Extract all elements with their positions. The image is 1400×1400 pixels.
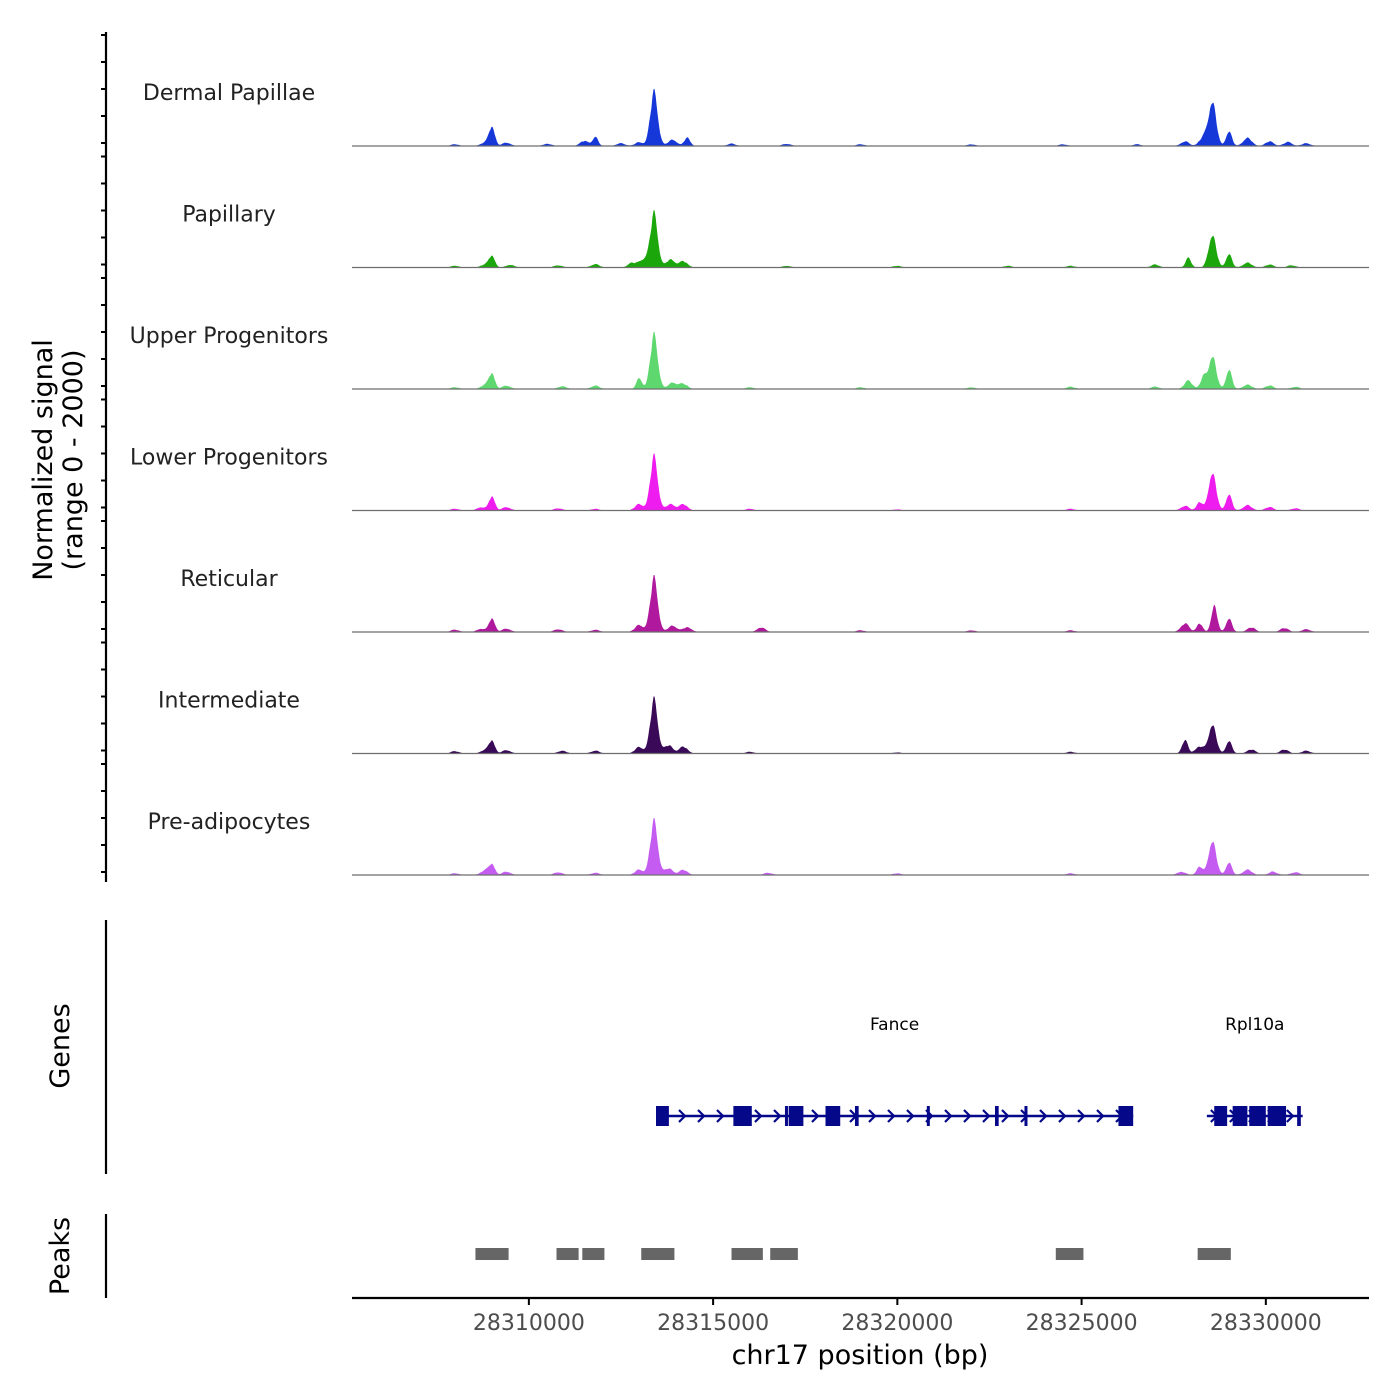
gene-exon xyxy=(1232,1106,1248,1126)
strand-arrow xyxy=(697,1109,706,1123)
signal-area xyxy=(352,575,1325,632)
peak-region xyxy=(641,1248,675,1260)
strand-arrow xyxy=(678,1109,687,1123)
signal-area xyxy=(352,89,1325,146)
gene-exon xyxy=(1118,1106,1134,1126)
strand-arrow xyxy=(1001,1109,1010,1123)
peak-region xyxy=(556,1248,579,1260)
gene-label: Fance xyxy=(870,1015,919,1035)
x-axis-ticks: 28310000 28315000 28320000 28325000 28330000 xyxy=(473,1298,1322,1336)
signal-area xyxy=(352,696,1325,754)
strand-arrow xyxy=(754,1109,763,1123)
gene-exon xyxy=(784,1106,788,1126)
peak-region xyxy=(1197,1248,1231,1260)
signal-tracks: Dermal Papillae Papillary Upper Progenitor… xyxy=(130,81,1369,876)
peak-track xyxy=(475,1248,1231,1260)
gene-label: Rpl10a xyxy=(1225,1015,1284,1035)
peak-region xyxy=(731,1248,763,1260)
track-label: Upper Progenitors xyxy=(130,324,329,349)
track-label: Reticular xyxy=(180,567,278,592)
signal-axis-label-line2: (range 0 - 2000) xyxy=(58,350,89,571)
strand-arrow xyxy=(773,1109,782,1123)
gene-exon xyxy=(733,1106,752,1126)
x-tick-label: 28320000 xyxy=(841,1311,953,1336)
strand-arrow xyxy=(1058,1109,1067,1123)
peak-region xyxy=(770,1248,798,1260)
gene-exon xyxy=(926,1106,930,1126)
gene-exon xyxy=(1214,1106,1228,1126)
gene-exon xyxy=(1024,1106,1028,1126)
genes-axis-label: Genes xyxy=(45,1003,76,1088)
peak-region xyxy=(582,1248,605,1260)
track-label: Dermal Papillae xyxy=(143,81,315,106)
gene-exon xyxy=(1297,1106,1301,1126)
strand-arrow xyxy=(982,1109,991,1123)
strand-arrow xyxy=(887,1109,896,1123)
x-tick-label: 28310000 xyxy=(473,1311,585,1336)
strand-arrow xyxy=(963,1109,972,1123)
gene-exon xyxy=(788,1106,804,1126)
signal-axis-label-line1: Normalized signal xyxy=(28,339,59,581)
peak-region xyxy=(475,1248,509,1260)
x-tick-label: 28330000 xyxy=(1210,1311,1322,1336)
strand-arrow xyxy=(906,1109,915,1123)
signal-area xyxy=(352,818,1325,875)
signal-area xyxy=(352,332,1325,389)
gene-track: Fance Rpl10a xyxy=(655,1015,1303,1126)
strand-arrow xyxy=(868,1109,877,1123)
strand-arrow xyxy=(944,1109,953,1123)
strand-arrow xyxy=(716,1109,725,1123)
gene-exon xyxy=(994,1106,999,1126)
signal-axis-ticks xyxy=(101,34,106,873)
track-label: Lower Progenitors xyxy=(130,446,328,471)
strand-arrow xyxy=(811,1109,820,1123)
strand-arrow xyxy=(1096,1109,1105,1123)
gene-exon xyxy=(854,1106,859,1126)
x-axis-label: chr17 position (bp) xyxy=(732,1340,989,1371)
track-label: Papillary xyxy=(182,203,276,228)
gene-exon xyxy=(1249,1106,1266,1126)
x-tick-label: 28325000 xyxy=(1026,1311,1138,1336)
track-label: Pre-adipocytes xyxy=(148,810,311,835)
strand-arrow xyxy=(1039,1109,1048,1123)
peaks-axis-label: Peaks xyxy=(45,1217,76,1295)
gene-exon xyxy=(1267,1106,1287,1126)
signal-area xyxy=(352,210,1325,268)
peak-region xyxy=(1055,1248,1084,1260)
gene-exon xyxy=(825,1106,841,1126)
track-label: Intermediate xyxy=(158,689,300,714)
signal-area xyxy=(352,453,1325,511)
gene-exon xyxy=(655,1106,669,1126)
strand-arrow xyxy=(1077,1109,1086,1123)
x-tick-label: 28315000 xyxy=(657,1311,769,1336)
strand-arrow xyxy=(1286,1109,1295,1123)
